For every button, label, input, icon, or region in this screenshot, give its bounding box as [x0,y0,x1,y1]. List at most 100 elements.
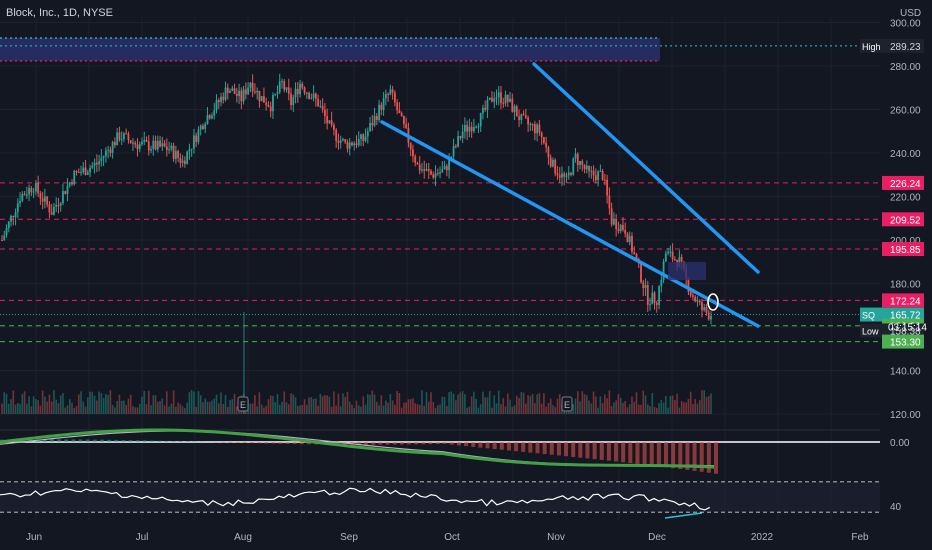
price-badge-label: 209.52 [890,215,921,226]
candle-body [181,160,184,163]
volume-bar [254,394,256,414]
price-badge-name [860,307,884,322]
macd-histogram-bar [499,442,504,450]
volume-bar [396,391,398,414]
candle-body [430,170,432,175]
volume-bar [525,403,527,414]
volume-bar [653,406,656,414]
volume-bar [163,405,166,414]
candle-body [436,173,439,175]
volume-bar [522,392,525,414]
volume-bar [306,404,308,414]
price-badge-name-label: SQ [862,311,875,321]
lower-trendline[interactable] [380,120,760,328]
price-labels: 289.23 High 226.24 209.52 195.85 172.24 165.72… [860,38,927,349]
volume-bar [475,398,477,414]
volume-bar [287,404,290,414]
volume-bar [134,407,137,414]
candle-body [371,123,374,126]
volume-bar [220,392,222,414]
macd-histogram-bar [264,442,269,444]
candle-body [434,173,437,178]
candle-body [84,167,87,175]
macd-histogram-bar [142,440,147,442]
month-label: Sep [340,532,358,543]
volume-bar [73,407,76,414]
volume-bar [455,400,457,414]
candle-body [95,162,98,165]
month-label: Dec [648,532,666,543]
macd-histogram-bar [164,440,169,442]
price-badge-name [860,38,884,53]
candle-body [3,235,6,241]
candle-body [576,153,579,166]
candle-body [272,94,274,112]
volume-bar [457,394,459,414]
price-tick-label: 140.00 [890,367,921,378]
candle-body [520,114,523,121]
volume-bar [624,401,626,414]
rsi-level-label: 40 [890,502,902,513]
candle-body [287,87,290,94]
candle-body [188,149,191,152]
volume-bar [1,403,3,414]
volume-bar [299,405,301,414]
macd-histogram-bar [107,439,112,442]
candle-body [601,170,604,180]
volume-bar [269,395,272,414]
macd-histogram-bar [399,442,404,445]
volume-bar [141,396,143,414]
macd-histogram-bar [249,442,254,444]
volume-bar [330,406,333,414]
candle-body [692,295,694,297]
candle-body [463,125,466,132]
macd-histogram-bar [549,442,554,455]
macd-histogram-bar [506,442,511,451]
earnings-marker[interactable] [561,396,573,412]
candle-body [25,194,28,196]
macd-histogram-bar [428,442,433,445]
volume-bar [10,399,12,414]
candle-body [603,179,606,181]
volume-bar [529,396,532,414]
candle-body [53,206,55,215]
volume-bar [398,393,401,414]
macd-histogram-bar [671,442,676,469]
volume-bar [448,392,450,414]
macd-histogram-bar [542,442,547,455]
candle-body [195,135,198,142]
candle-body [488,97,491,100]
volume-bar [276,394,279,414]
candle-body [664,253,667,262]
upper-trendline[interactable] [532,62,760,274]
volume-bar [179,404,182,414]
candle-body [12,216,15,218]
candle-body [366,131,369,137]
candle-body [538,124,541,133]
volume-bar [606,398,608,414]
candle-body [421,169,423,171]
volume-bar [89,391,91,414]
candle-body [522,114,525,116]
candle-body [617,228,620,231]
candle-body [448,157,450,171]
candle-body [384,93,387,99]
volume-bar [622,402,624,414]
volume-bar [53,390,55,414]
candle-body [170,145,173,150]
price-tick-label: 260.00 [890,106,921,117]
volume-bar [87,397,89,414]
volume-bar [82,401,85,414]
candle-body [48,204,51,213]
candle-body [608,195,611,209]
candle-body [71,182,73,185]
volume-bar [23,391,26,414]
candle-body [251,82,254,92]
candle-body [123,133,125,140]
volume-bar [376,401,378,414]
earnings-marker[interactable] [237,396,249,412]
volume-bar [534,403,536,414]
candle-body [242,89,245,102]
candle-body [552,159,554,167]
